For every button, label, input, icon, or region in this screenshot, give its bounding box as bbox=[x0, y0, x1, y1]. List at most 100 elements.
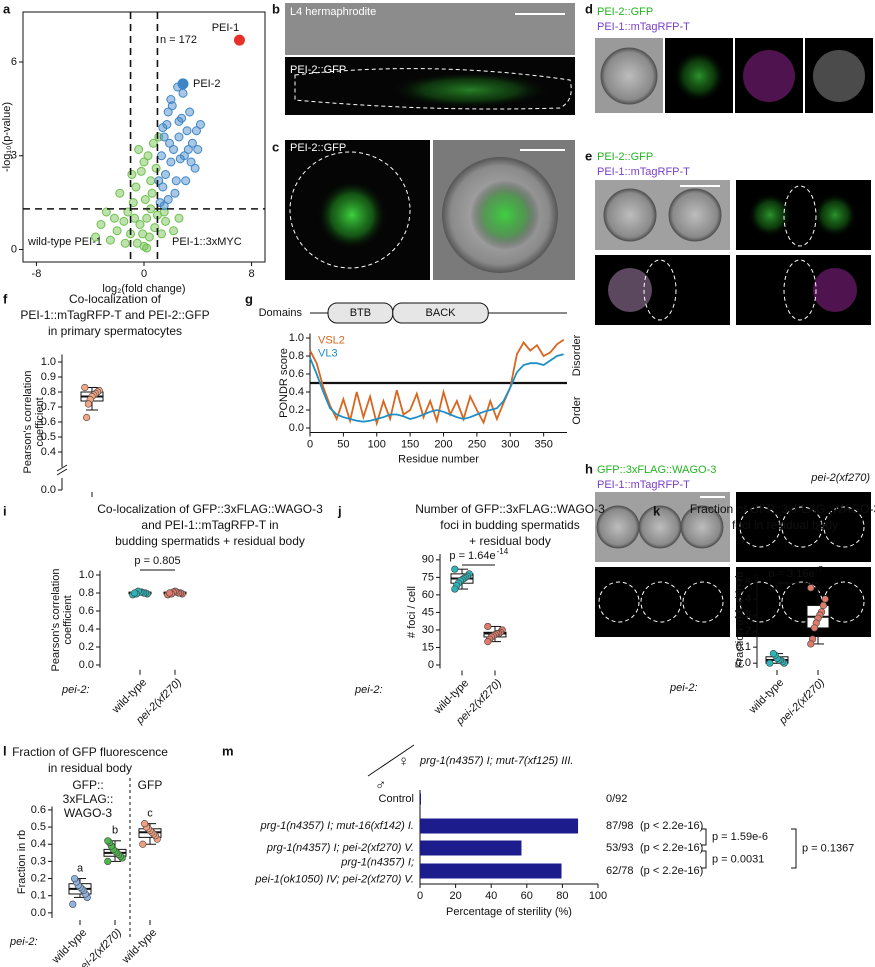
x-axis-label: Residue number bbox=[398, 453, 479, 465]
point bbox=[766, 659, 774, 667]
p-value: p = 1.64e bbox=[449, 550, 495, 562]
bracket bbox=[701, 828, 707, 846]
group-header: GFP bbox=[138, 778, 163, 792]
chart-title: Fraction of GFP fluorescence bbox=[12, 745, 168, 759]
panel-letter: d bbox=[585, 1, 593, 16]
point bbox=[81, 383, 89, 392]
fluorescence bbox=[813, 268, 857, 312]
chart-title: Fraction of GFP::3xFLAG::WAGO-3 bbox=[690, 502, 875, 516]
x-tick-label: 0 bbox=[307, 438, 313, 450]
fluorescence bbox=[608, 268, 652, 312]
group-letter: c bbox=[147, 808, 153, 820]
category-label: prg-1(n4357) I; pei-2(xf270) V. bbox=[266, 842, 414, 854]
bracket bbox=[791, 828, 797, 869]
x-tick-label: 350 bbox=[534, 438, 552, 450]
highlight-point bbox=[177, 78, 189, 90]
y-tick-label: 0 bbox=[428, 659, 434, 671]
group-header: WAGO-3 bbox=[64, 806, 113, 820]
chart-title: budding spermatids + residual body bbox=[115, 534, 305, 548]
x-tick-label: -8 bbox=[32, 268, 42, 280]
y-tick-label: 0.4 bbox=[736, 593, 751, 605]
outline bbox=[783, 185, 817, 247]
region-label: Disorder bbox=[571, 334, 583, 376]
male-symbol: ♂ bbox=[375, 777, 386, 794]
fluorescence bbox=[317, 180, 387, 250]
point bbox=[146, 176, 156, 186]
point bbox=[484, 622, 492, 631]
point bbox=[769, 649, 778, 658]
point bbox=[159, 201, 169, 211]
point bbox=[810, 624, 819, 632]
point bbox=[182, 126, 192, 136]
cell bbox=[603, 188, 657, 242]
outline bbox=[643, 259, 677, 321]
x-tick-label: 100 bbox=[368, 438, 386, 450]
micrograph-label: PEI-2::GFP bbox=[597, 6, 653, 18]
point bbox=[148, 138, 158, 148]
y-tick-label: 0.3 bbox=[736, 609, 751, 621]
point bbox=[151, 163, 161, 173]
panel-letter: i bbox=[3, 503, 7, 518]
y-tick-label: 0.2 bbox=[31, 872, 46, 884]
point bbox=[156, 229, 166, 239]
point bbox=[175, 154, 185, 164]
panel-letter: a bbox=[3, 1, 11, 16]
point bbox=[181, 176, 191, 186]
chart-title: Co-localization of GFP::3xFLAG::WAGO-3 bbox=[97, 502, 323, 516]
group-prefix: pei-2: bbox=[669, 682, 698, 694]
x-tick-label: 200 bbox=[434, 438, 452, 450]
point bbox=[174, 213, 184, 223]
y-tick-label: 0.0 bbox=[289, 422, 304, 434]
group-letter: a bbox=[77, 862, 84, 874]
value-label: 62/78 bbox=[606, 865, 634, 877]
point bbox=[190, 163, 200, 173]
point bbox=[158, 123, 168, 133]
y-tick-label: 0.8 bbox=[289, 350, 304, 362]
point bbox=[161, 170, 171, 179]
y-tick-label: 45 bbox=[422, 606, 434, 618]
point bbox=[104, 837, 112, 845]
y-tick-label: 0.5 bbox=[31, 821, 46, 833]
y-tick-label: 0.9 bbox=[41, 371, 56, 383]
point bbox=[193, 145, 203, 154]
micrograph-label: PEI-2::GFP bbox=[290, 142, 346, 154]
point-label: PEI-1 bbox=[212, 22, 240, 34]
y-tick-label: 6 bbox=[11, 56, 17, 68]
micrograph bbox=[595, 567, 730, 637]
y-tick-label: 0.4 bbox=[31, 838, 46, 850]
micrograph bbox=[735, 38, 803, 113]
chart-title: + residual body bbox=[469, 534, 551, 548]
point bbox=[171, 176, 181, 186]
point bbox=[138, 229, 148, 239]
annotation: n = 172 bbox=[160, 34, 197, 46]
point bbox=[807, 584, 815, 592]
point bbox=[104, 857, 112, 865]
point bbox=[141, 820, 149, 828]
point bbox=[119, 216, 129, 226]
fluorescence bbox=[813, 50, 865, 102]
x-tick-label: 60 bbox=[521, 890, 533, 902]
y-axis-label: Fraction of foci in rb bbox=[734, 572, 746, 669]
outline bbox=[294, 68, 572, 110]
y-tick-label: 1.0 bbox=[41, 356, 56, 368]
y-axis-label: PONDR score bbox=[278, 348, 290, 418]
y-tick-label: 90 bbox=[422, 554, 434, 566]
point bbox=[154, 176, 164, 186]
fluorescence bbox=[470, 180, 540, 250]
y-tick-label: 0.5 bbox=[736, 577, 751, 589]
point bbox=[139, 157, 149, 167]
chart-title: Number of GFP::3xFLAG::WAGO-3 bbox=[415, 502, 605, 516]
category-label: prg-1(n4357) I; mut-16(xf142) I. bbox=[260, 820, 414, 832]
y-axis-label: # foci / cell bbox=[406, 586, 418, 638]
point bbox=[143, 151, 153, 161]
category-label: pei-1(ok1050) IV; pei-2(xf270) V. bbox=[254, 873, 414, 885]
outline bbox=[783, 259, 817, 321]
group-prefix: pei-2: bbox=[354, 684, 383, 696]
y-tick-label: 0.6 bbox=[41, 416, 56, 428]
point bbox=[163, 195, 173, 204]
point bbox=[130, 213, 140, 223]
p-value: p = 0.805 bbox=[134, 555, 180, 567]
fluorescence bbox=[743, 50, 795, 102]
y-tick-label: 0.2 bbox=[79, 641, 94, 653]
